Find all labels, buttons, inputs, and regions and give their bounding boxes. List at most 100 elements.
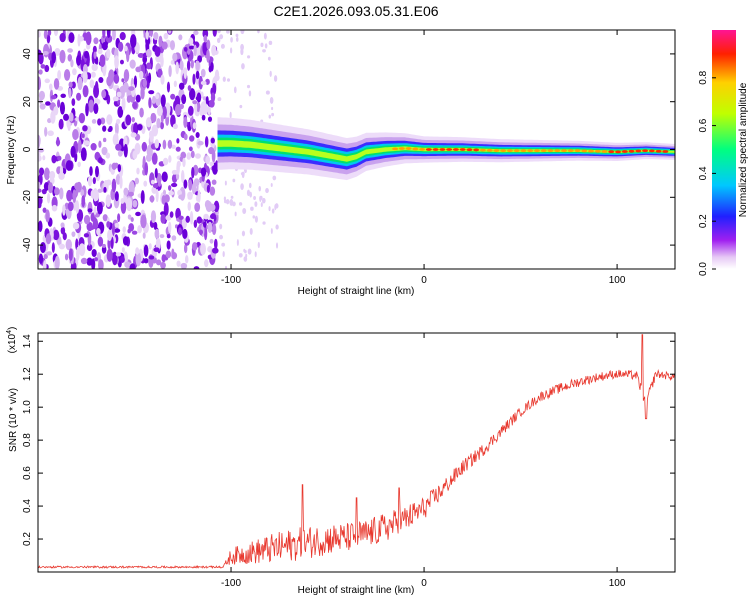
noise-speckle	[234, 211, 237, 217]
signal-core-bead	[648, 149, 655, 153]
noise-speckle	[98, 77, 104, 84]
noise-speckle	[246, 84, 251, 89]
noise-speckle	[98, 140, 102, 148]
signal-core-bead	[486, 148, 493, 152]
noise-speckle	[131, 230, 138, 235]
noise-speckle	[241, 63, 245, 70]
signal-core-bead	[561, 149, 568, 153]
noise-speckle	[80, 189, 85, 196]
noise-speckle	[163, 32, 169, 40]
noise-speckle	[93, 51, 97, 60]
noise-speckle	[54, 255, 60, 269]
noise-speckle	[117, 213, 121, 223]
noise-speckle	[59, 101, 66, 115]
noise-speckle	[45, 101, 51, 106]
colorbar: 0.0 0.2 0.4 0.6 0.8 Normalized spectral ampl…	[698, 30, 749, 276]
noise-speckle	[222, 251, 225, 258]
signal-core-bead	[608, 150, 615, 154]
signal-core-bead	[662, 150, 669, 153]
noise-speckle	[43, 254, 48, 260]
noise-speckle	[212, 247, 219, 254]
signal-core-bead	[628, 149, 635, 153]
noise-speckle	[67, 201, 74, 212]
noise-speckle	[154, 46, 161, 57]
noise-speckle	[265, 188, 269, 194]
noise-speckle	[203, 213, 209, 220]
noise-speckle	[160, 113, 164, 123]
noise-speckle	[68, 248, 73, 261]
noise-speckle	[77, 33, 81, 47]
noise-speckle	[250, 206, 254, 211]
noise-speckle	[249, 191, 252, 198]
noise-speckle	[189, 88, 196, 101]
noise-speckle	[105, 194, 111, 208]
colorbar-gradient	[712, 30, 736, 269]
noise-speckle	[194, 153, 201, 159]
noise-speckle	[56, 136, 60, 147]
noise-speckle	[103, 186, 107, 193]
noise-speckle	[59, 32, 66, 43]
noise-speckle	[203, 221, 207, 228]
noise-speckle	[98, 259, 104, 269]
noise-speckle	[229, 111, 232, 119]
noise-speckle	[165, 214, 172, 221]
noise-speckle	[43, 30, 48, 39]
noise-speckle	[143, 180, 148, 187]
noise-speckle	[151, 152, 158, 165]
noise-speckle	[173, 80, 177, 88]
noise-speckle	[209, 238, 214, 244]
signal-core-bead	[513, 149, 520, 153]
noise-speckle	[68, 32, 75, 44]
noise-speckle	[62, 204, 66, 216]
noise-speckle	[208, 99, 215, 108]
noise-speckle	[60, 222, 65, 228]
noise-speckle	[38, 220, 43, 233]
noise-speckle	[91, 258, 96, 269]
noise-speckle	[274, 203, 279, 209]
noise-speckle	[54, 187, 60, 196]
noise-speckle	[89, 166, 93, 177]
noise-speckle	[174, 104, 182, 116]
snr-x-tick-label: 100	[609, 578, 626, 589]
noise-speckle	[81, 194, 86, 208]
noise-speckle	[105, 179, 112, 186]
noise-speckle	[135, 66, 142, 73]
noise-speckle	[140, 214, 147, 229]
noise-speckle	[180, 170, 185, 183]
noise-speckle	[48, 83, 53, 91]
noise-speckle	[157, 68, 163, 78]
noise-speckle	[128, 191, 134, 197]
noise-speckle	[106, 248, 113, 262]
noise-speckle	[40, 241, 46, 254]
noise-speckle	[66, 189, 73, 202]
noise-speckle	[112, 30, 116, 41]
noise-speckle	[191, 167, 195, 179]
noise-speckle	[38, 195, 43, 206]
signal-core-bead	[635, 149, 642, 153]
noise-speckle	[150, 210, 157, 224]
noise-speckle	[180, 262, 188, 269]
noise-speckle	[248, 90, 252, 97]
noise-speckle	[117, 164, 122, 173]
noise-speckle	[91, 63, 98, 72]
noise-speckle	[128, 180, 135, 195]
noise-speckle	[121, 78, 125, 83]
noise-speckle	[143, 244, 149, 257]
signal-core-bead	[405, 147, 412, 150]
noise-speckle	[178, 34, 183, 41]
noise-speckle	[150, 179, 155, 185]
noise-speckle	[46, 192, 51, 204]
noise-speckle	[149, 195, 155, 203]
noise-speckle	[271, 208, 275, 214]
noise-speckle	[120, 200, 127, 214]
noise-speckle	[137, 53, 145, 58]
noise-speckle	[142, 232, 146, 239]
noise-speckle	[202, 96, 207, 101]
noise-speckle	[193, 219, 198, 228]
noise-speckle	[247, 55, 251, 59]
noise-speckle	[149, 30, 154, 38]
noise-speckle	[70, 145, 76, 158]
noise-speckle	[232, 178, 236, 183]
noise-speckle	[207, 221, 213, 234]
noise-speckle	[144, 162, 149, 176]
